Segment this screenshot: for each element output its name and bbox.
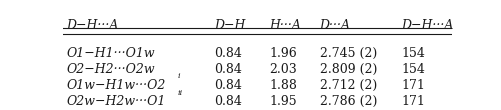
Text: 1.96: 1.96 [269,47,296,60]
Text: O2−H2···O2w: O2−H2···O2w [67,63,155,76]
Text: O1w−H1w···O2: O1w−H1w···O2 [67,79,166,92]
Text: 0.84: 0.84 [214,95,242,108]
Text: 2.03: 2.03 [269,63,296,76]
Text: 2.745 (2): 2.745 (2) [319,47,376,60]
Text: ii: ii [177,89,182,97]
Text: 171: 171 [400,79,424,92]
Text: 2.809 (2): 2.809 (2) [319,63,376,76]
Text: 154: 154 [400,47,424,60]
Text: 154: 154 [400,63,424,76]
Text: 0.84: 0.84 [214,79,242,92]
Text: D−H: D−H [214,19,245,32]
Text: O1−H1···O1w: O1−H1···O1w [67,47,155,60]
Text: 171: 171 [400,95,424,108]
Text: 2.786 (2): 2.786 (2) [319,95,376,108]
Text: 0.84: 0.84 [214,63,242,76]
Text: D···A: D···A [319,19,350,32]
Text: 1.95: 1.95 [269,95,296,108]
Text: i: i [177,72,180,81]
Text: D−H···A: D−H···A [400,19,453,32]
Text: 0.84: 0.84 [214,47,242,60]
Text: 2.712 (2): 2.712 (2) [319,79,376,92]
Text: 1.88: 1.88 [269,79,296,92]
Text: H···A: H···A [269,19,300,32]
Text: O2w−H2w···O1: O2w−H2w···O1 [67,95,166,108]
Text: D−H···A: D−H···A [67,19,119,32]
